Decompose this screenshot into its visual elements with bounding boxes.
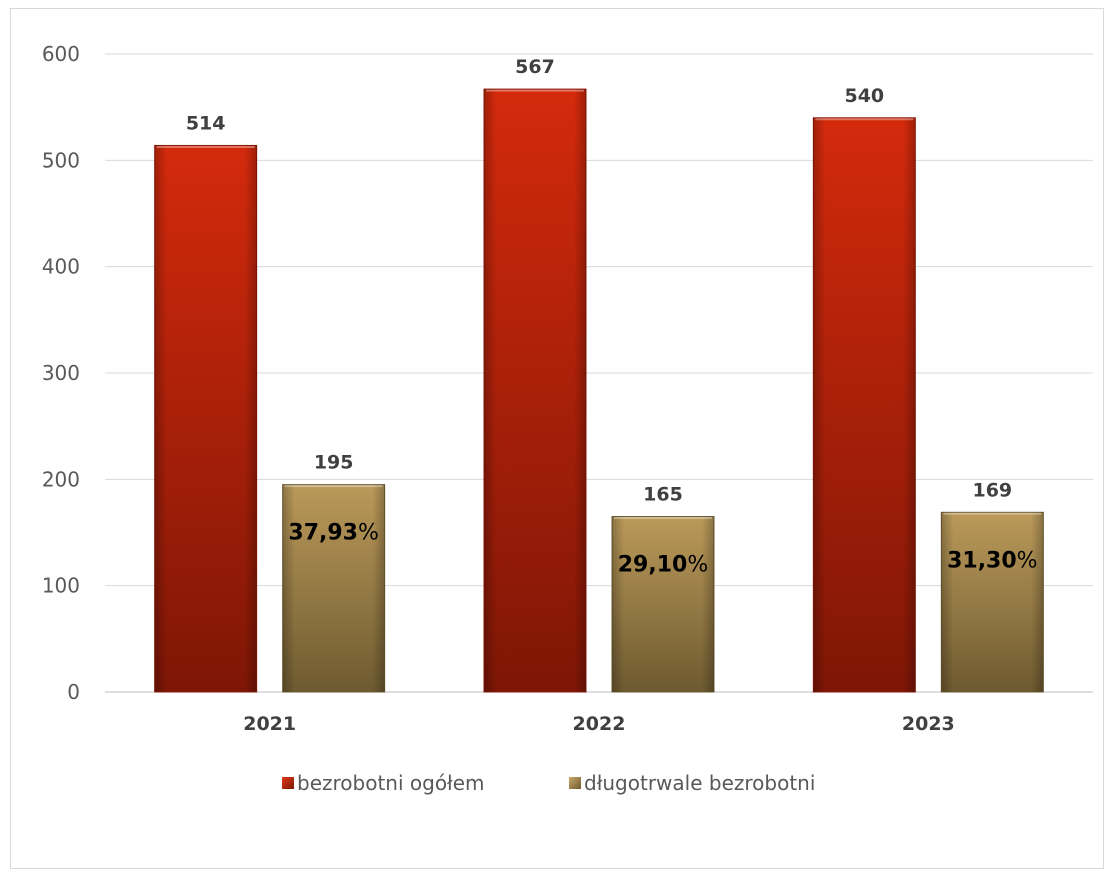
bar-shading	[941, 512, 1044, 692]
legend-swatch	[569, 777, 581, 789]
y-tick-label: 100	[42, 574, 80, 598]
bar-shading	[612, 516, 714, 692]
percent-sign: %	[1017, 548, 1038, 573]
bar-shading	[484, 89, 586, 693]
legend-swatch	[282, 777, 294, 789]
percent-label: 37,93%	[288, 521, 379, 546]
percent-value: 37,93	[288, 521, 358, 546]
y-tick-label: 600	[42, 42, 80, 66]
y-tick-label: 200	[42, 467, 80, 491]
percent-label: 31,30%	[947, 548, 1037, 573]
percent-label: 29,10%	[618, 553, 709, 578]
bar-shading	[282, 484, 385, 692]
legend-label: bezrobotni ogółem	[297, 771, 485, 795]
data-label: 514	[186, 112, 226, 134]
y-tick-label: 500	[42, 148, 80, 172]
data-label: 195	[314, 452, 354, 474]
x-tick-label: 2021	[243, 713, 296, 735]
legend-label: długotrwale bezrobotni	[584, 771, 815, 795]
percent-value: 29,10	[618, 553, 688, 578]
y-tick-label: 300	[42, 361, 80, 385]
x-tick-label: 2023	[902, 713, 955, 735]
percent-sign: %	[358, 521, 379, 546]
y-tick-label: 400	[42, 255, 80, 279]
data-label: 165	[643, 484, 683, 506]
bar-shading	[813, 117, 916, 693]
y-tick-label: 0	[67, 680, 80, 704]
bar-shading	[154, 145, 257, 693]
x-tick-label: 2022	[573, 713, 626, 735]
data-label: 540	[844, 85, 884, 107]
percent-sign: %	[687, 553, 708, 578]
percent-value: 31,30	[947, 548, 1017, 573]
data-label: 567	[515, 56, 555, 78]
data-label: 169	[972, 479, 1012, 501]
